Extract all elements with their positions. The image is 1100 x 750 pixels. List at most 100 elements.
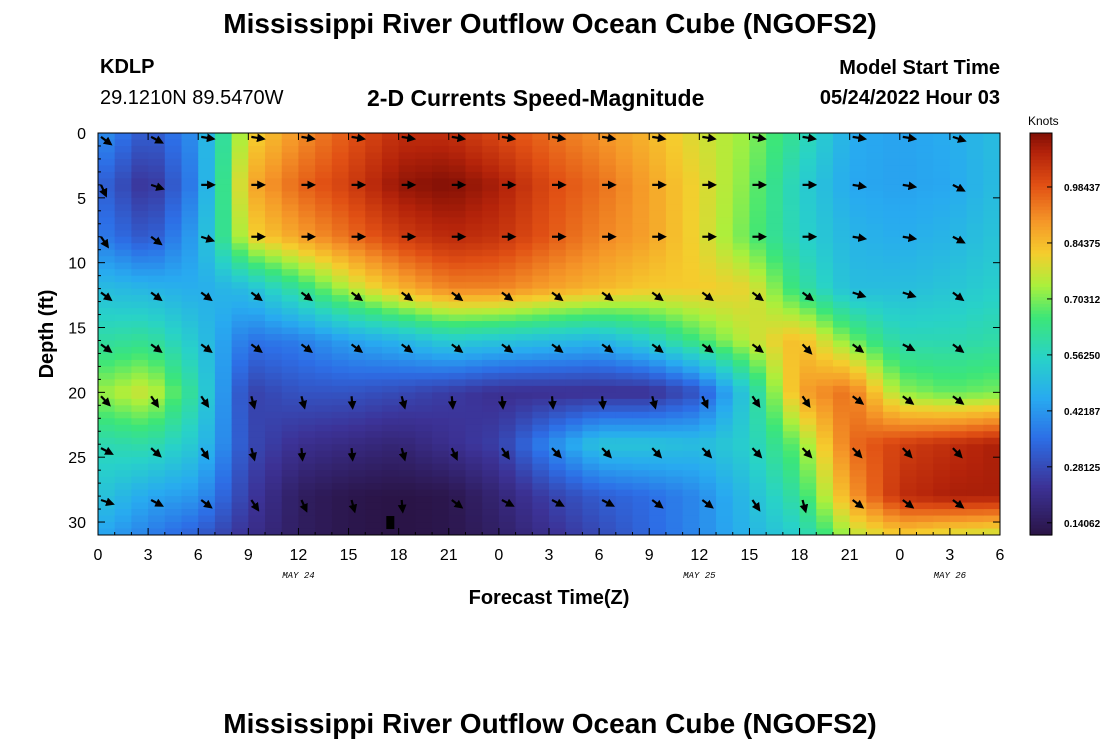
heatmap-cell — [381, 288, 400, 296]
heatmap-cell — [498, 470, 517, 478]
heatmap-cell — [949, 308, 968, 316]
heatmap-cell — [849, 496, 867, 504]
heatmap-cell — [749, 152, 767, 160]
heatmap-cell — [114, 204, 133, 212]
heatmap-cell — [331, 444, 350, 452]
heatmap-cell — [348, 256, 366, 264]
heatmap-cell — [582, 437, 600, 445]
heatmap-cell — [331, 372, 350, 380]
heatmap-cell — [766, 165, 784, 173]
heatmap-cell — [448, 385, 467, 393]
heatmap-cell — [849, 522, 867, 530]
heatmap-cell — [665, 204, 684, 212]
heatmap-cell — [699, 405, 717, 413]
heatmap-cell — [983, 444, 1000, 452]
current-arrow — [649, 395, 658, 410]
heatmap-cell — [816, 385, 834, 393]
heatmap-cell — [465, 243, 483, 251]
heatmap-cell — [799, 372, 817, 380]
heatmap-cell — [716, 502, 734, 510]
heatmap-cell — [565, 197, 584, 205]
heatmap-cell — [498, 340, 517, 348]
heatmap-cell — [732, 385, 751, 393]
heatmap-cell — [966, 496, 984, 504]
heatmap-cell — [549, 236, 567, 244]
heatmap-cell — [148, 405, 166, 413]
heatmap-cell — [298, 522, 316, 530]
heatmap-cell — [231, 444, 249, 452]
heatmap-cell — [231, 308, 249, 316]
heatmap-cell — [365, 457, 383, 465]
heatmap-cell — [432, 366, 450, 374]
heatmap-cell — [916, 398, 934, 406]
heatmap-cell — [214, 275, 233, 283]
heatmap-cell — [615, 308, 634, 316]
heatmap-cell — [849, 243, 867, 251]
heatmap-cell — [114, 489, 133, 497]
heatmap-cell — [432, 405, 450, 413]
heatmap-cell — [949, 158, 968, 167]
current-arrow — [751, 447, 763, 459]
heatmap-cell — [732, 509, 751, 517]
heatmap-cell — [749, 411, 767, 419]
heatmap-cell — [916, 243, 934, 251]
heatmap-cell — [214, 418, 233, 426]
heatmap-cell — [949, 178, 968, 186]
heatmap-cell — [248, 496, 266, 504]
colorbar-band — [1030, 203, 1052, 208]
heatmap-cell — [448, 528, 467, 535]
heatmap-cell — [432, 457, 450, 465]
heatmap-cell — [398, 301, 416, 309]
heatmap-cell — [866, 489, 884, 497]
heatmap-cell — [98, 288, 116, 296]
current-arrow — [551, 133, 567, 143]
current-arrow — [902, 133, 918, 143]
heatmap-cell — [365, 515, 383, 523]
heatmap-cell — [949, 288, 968, 296]
heatmap-cell — [415, 346, 433, 355]
heatmap-cell — [415, 515, 433, 523]
heatmap-cell — [549, 171, 567, 179]
heatmap-cell — [348, 463, 366, 471]
heatmap-cell — [248, 431, 266, 439]
heatmap-cell — [198, 489, 216, 497]
heatmap-cell — [198, 288, 216, 296]
heatmap-cell — [398, 366, 416, 374]
heatmap-cell — [164, 379, 183, 387]
heatmap-cell — [365, 444, 383, 452]
heatmap-cell — [832, 372, 851, 380]
heatmap-cell — [298, 256, 316, 264]
heatmap-cell — [549, 457, 567, 465]
heatmap-cell — [498, 275, 517, 283]
heatmap-cell — [766, 327, 784, 335]
heatmap-cell — [331, 353, 350, 361]
heatmap-cell — [448, 256, 467, 264]
heatmap-cell — [716, 178, 734, 186]
heatmap-cell — [582, 515, 600, 523]
heatmap-cell — [799, 236, 817, 244]
colorbar-band — [1030, 169, 1052, 174]
heatmap-cell — [766, 230, 784, 238]
heatmap-cell — [866, 282, 884, 290]
heatmap-cell — [281, 398, 300, 406]
heatmap-cell — [331, 262, 350, 270]
heatmap-cell — [131, 178, 149, 186]
heatmap-cell — [615, 217, 634, 225]
heatmap-cell — [916, 223, 934, 231]
heatmap-cell — [899, 418, 918, 426]
colorbar-band — [1030, 186, 1052, 191]
heatmap-cell — [599, 236, 617, 244]
heatmap-cell — [933, 158, 951, 167]
heatmap-cell — [599, 437, 617, 445]
heatmap-cell — [632, 515, 650, 523]
heatmap-cell — [465, 314, 483, 322]
heatmap-cell — [816, 204, 834, 212]
heatmap-cell — [498, 528, 517, 535]
heatmap-cell — [749, 243, 767, 251]
heatmap-cell — [198, 509, 216, 517]
heatmap-cell — [164, 418, 183, 426]
heatmap-cell — [933, 197, 951, 205]
heatmap-cell — [298, 502, 316, 510]
current-arrow — [801, 395, 811, 408]
heatmap-cell — [549, 470, 567, 478]
